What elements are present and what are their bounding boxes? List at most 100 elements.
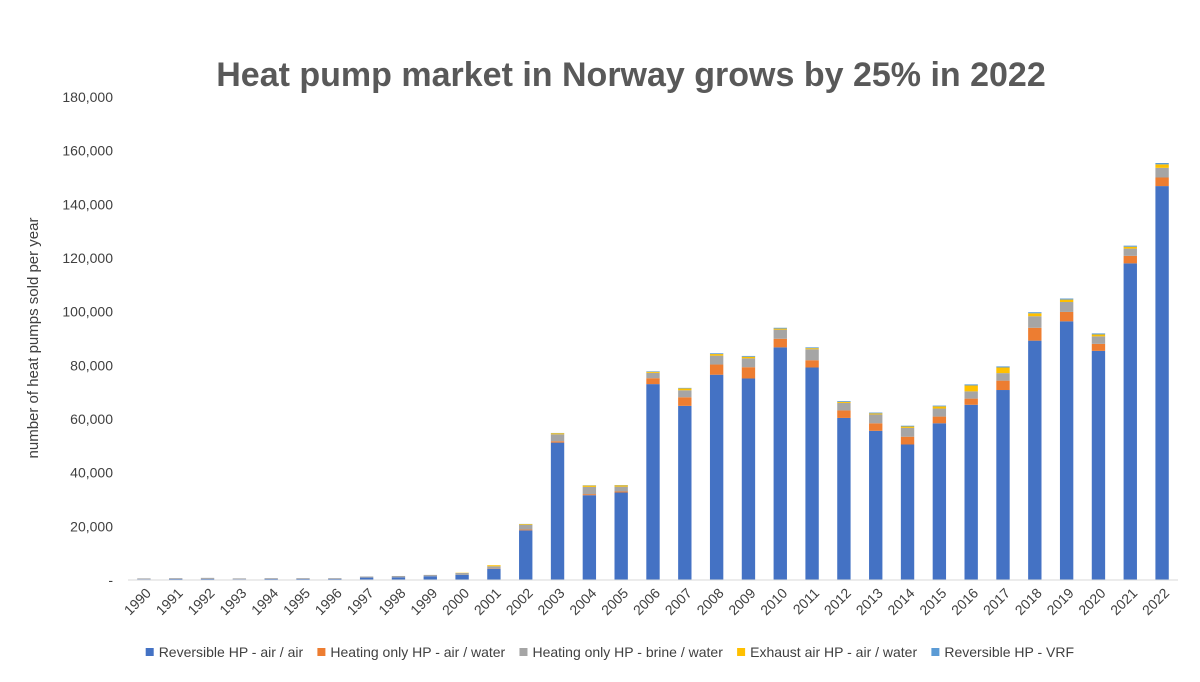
legend-swatch — [519, 648, 528, 656]
bar-segment-4 — [550, 433, 565, 435]
bar-segment-1 — [550, 442, 565, 580]
bar-segment-5 — [1091, 333, 1106, 335]
bar-segment-1 — [773, 347, 787, 580]
bar-segment-3 — [455, 573, 469, 575]
bar-segment-3 — [423, 574, 437, 577]
bar-segment-1 — [900, 444, 915, 580]
bar-segment-2 — [900, 436, 915, 445]
bar-segment-1 — [1091, 350, 1106, 580]
bar-segment-1 — [678, 405, 692, 580]
x-tick-label: 1990 — [121, 585, 154, 618]
bar-segment-1 — [582, 495, 597, 580]
x-tick-label: 2006 — [630, 585, 663, 618]
bar-segment-1 — [359, 577, 374, 580]
bar-segment-2 — [741, 367, 756, 379]
bar-segment-2 — [1155, 177, 1169, 187]
bars — [137, 163, 1169, 580]
bar-segment-3 — [646, 372, 660, 379]
bar-segment-4 — [932, 406, 947, 409]
bar-segment-4 — [614, 485, 628, 487]
bar-segment-2 — [709, 364, 724, 375]
bar-segment-3 — [391, 575, 406, 578]
bar-segment-3 — [487, 566, 501, 569]
x-tick-label: 2001 — [471, 585, 504, 618]
bar-segment-1 — [932, 423, 947, 580]
bar-segment-3 — [582, 486, 597, 495]
bar-segment-4 — [741, 356, 756, 359]
x-tick-label: 2003 — [534, 585, 567, 618]
legend: Reversible HP - air / air Heating only HP… — [145, 644, 1074, 660]
bar-segment-4 — [678, 388, 692, 391]
x-tick-label: 2019 — [1043, 585, 1076, 618]
bar-segment-3 — [614, 486, 628, 492]
x-tick-label: 1993 — [216, 585, 249, 618]
y-tick-label: 100,000 — [62, 304, 113, 320]
bar-segment-5 — [678, 387, 692, 389]
bar-segment-1 — [296, 578, 310, 580]
bar-segment-3 — [169, 578, 183, 579]
bar-segment-1 — [1123, 263, 1137, 580]
x-tick-label: 1992 — [184, 585, 217, 618]
bar-segment-5 — [964, 384, 978, 386]
bar-segment-5 — [837, 401, 851, 402]
bar-segment-2 — [582, 494, 597, 496]
y-tick-label: 60,000 — [70, 411, 113, 427]
bar-segment-3 — [741, 358, 756, 368]
chart-title: Heat pump market in Norway grows by 25% … — [216, 56, 1046, 94]
x-tick-label: 2002 — [503, 585, 536, 618]
bar-segment-3 — [932, 408, 947, 417]
x-tick-label: 2015 — [916, 585, 949, 618]
bar-segment-5 — [900, 425, 915, 427]
bar-segment-1 — [805, 367, 819, 580]
bar-segment-4 — [996, 367, 1010, 374]
bar-segment-5 — [741, 355, 756, 357]
bar-segment-4 — [869, 413, 883, 415]
bar-segment-3 — [359, 576, 374, 578]
legend-swatch — [737, 648, 746, 656]
legend-item: Exhaust air HP - air / water — [737, 644, 917, 660]
bar-segment-3 — [1123, 248, 1137, 256]
x-tick-label: 2008 — [693, 585, 726, 618]
legend-label: Reversible HP - air / air — [159, 644, 304, 660]
bar-segment-2 — [678, 397, 692, 406]
bar-segment-5 — [709, 353, 724, 355]
bar-segment-1 — [169, 578, 183, 580]
y-tick-label: 160,000 — [62, 143, 113, 159]
x-tick-label: 1998 — [375, 585, 408, 618]
bar-segment-2 — [773, 338, 787, 348]
bar-segment-4 — [1123, 246, 1137, 249]
bar-segment-1 — [837, 417, 851, 580]
bar-segment-5 — [646, 371, 660, 372]
x-tick-label: 1991 — [153, 585, 186, 618]
bar-segment-2 — [869, 423, 883, 431]
legend-swatch — [317, 648, 326, 656]
x-tick-label: 2016 — [948, 585, 981, 618]
bar-segment-1 — [487, 568, 501, 580]
bar-segment-4 — [582, 485, 597, 487]
bar-segment-1 — [391, 577, 406, 580]
x-tick-label: 2014 — [884, 585, 917, 618]
bar-segment-4 — [900, 426, 915, 428]
bar-segment-4 — [1059, 299, 1074, 303]
bar-segment-3 — [709, 355, 724, 365]
bar-segment-5 — [1059, 298, 1074, 300]
bar-segment-4 — [964, 385, 978, 392]
y-tick-label: 180,000 — [62, 89, 113, 105]
legend-label: Reversible HP - VRF — [944, 644, 1074, 660]
bar-segment-3 — [328, 578, 342, 579]
legend-item: Heating only HP - brine / water — [519, 644, 723, 660]
bar-segment-4 — [773, 328, 787, 330]
bar-segment-4 — [646, 371, 660, 373]
bar-segment-1 — [328, 578, 342, 580]
x-tick-label: 2017 — [980, 585, 1013, 618]
bar-segment-1 — [1155, 186, 1169, 580]
bar-segment-2 — [837, 410, 851, 418]
legend-item: Heating only HP - air / water — [317, 644, 506, 660]
bar-segment-4 — [709, 354, 724, 356]
bar-segment-3 — [773, 329, 787, 339]
y-tick-label: 40,000 — [70, 465, 113, 481]
bar-segment-3 — [200, 577, 215, 579]
bar-segment-3 — [678, 390, 692, 398]
x-tick-label: 2009 — [725, 585, 758, 618]
